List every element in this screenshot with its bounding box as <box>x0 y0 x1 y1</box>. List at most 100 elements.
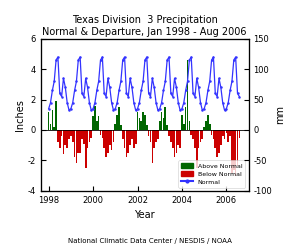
Bar <box>235 130 236 176</box>
Bar <box>224 130 225 139</box>
Bar <box>122 130 124 139</box>
Bar <box>202 130 203 139</box>
Bar <box>131 130 133 139</box>
Bar <box>83 130 85 144</box>
Bar <box>105 130 107 157</box>
Bar <box>85 130 86 168</box>
Bar <box>146 125 148 130</box>
Bar <box>213 130 214 139</box>
Bar <box>103 130 105 148</box>
Bar <box>144 115 146 130</box>
Bar <box>229 130 231 136</box>
Bar <box>183 124 184 130</box>
Bar <box>231 130 233 172</box>
Bar <box>222 130 224 136</box>
Bar <box>181 115 183 130</box>
Bar <box>238 130 240 138</box>
Bar <box>126 130 127 157</box>
Bar <box>174 130 176 157</box>
Bar <box>142 112 144 130</box>
Bar <box>76 130 77 163</box>
Bar <box>218 130 220 153</box>
Bar <box>124 130 125 148</box>
Text: National Climatic Data Center / NESDIS / NOAA: National Climatic Data Center / NESDIS /… <box>68 238 232 244</box>
Y-axis label: mm: mm <box>275 105 285 124</box>
Legend: Above Normal, Below Normal, Normal: Above Normal, Below Normal, Normal <box>178 160 245 188</box>
Bar <box>157 130 159 139</box>
Bar <box>72 130 74 142</box>
Bar <box>64 130 66 145</box>
Bar <box>207 115 209 130</box>
Bar <box>163 118 164 130</box>
Bar <box>177 130 179 145</box>
Bar <box>168 130 170 136</box>
Bar <box>188 121 190 130</box>
Bar <box>101 130 103 138</box>
Bar <box>61 130 62 136</box>
Bar <box>220 130 222 145</box>
Bar <box>185 107 187 130</box>
Bar <box>115 124 116 130</box>
Bar <box>53 127 55 130</box>
Bar <box>137 112 138 130</box>
Y-axis label: Inches: Inches <box>15 99 25 131</box>
Title: Texas Division  3 Precipitation
Normal & Departure, Jan 1998 - Aug 2006: Texas Division 3 Precipitation Normal & … <box>43 15 247 37</box>
Bar <box>55 101 57 130</box>
Bar <box>81 130 83 139</box>
Bar <box>92 116 94 130</box>
Bar <box>57 130 59 142</box>
Bar <box>87 130 88 148</box>
Bar <box>118 107 120 130</box>
Bar <box>179 130 181 148</box>
Bar <box>111 130 112 150</box>
X-axis label: Year: Year <box>134 210 155 220</box>
Bar <box>211 130 212 135</box>
Bar <box>148 130 149 136</box>
Bar <box>214 130 216 148</box>
Bar <box>216 130 218 157</box>
Bar <box>170 130 172 142</box>
Bar <box>98 116 100 130</box>
Bar <box>190 130 192 135</box>
Bar <box>161 112 162 130</box>
Bar <box>116 115 118 130</box>
Bar <box>205 121 207 130</box>
Bar <box>194 130 196 148</box>
Bar <box>172 130 173 148</box>
Bar <box>187 60 188 130</box>
Bar <box>50 124 51 130</box>
Bar <box>196 130 198 168</box>
Bar <box>63 130 64 154</box>
Bar <box>90 130 92 138</box>
Bar <box>94 106 96 130</box>
Bar <box>226 130 227 133</box>
Bar <box>233 130 235 170</box>
Bar <box>129 130 131 145</box>
Bar <box>192 130 194 139</box>
Bar <box>150 130 151 142</box>
Bar <box>159 121 160 130</box>
Bar <box>120 125 122 130</box>
Bar <box>139 118 140 130</box>
Bar <box>70 130 72 136</box>
Bar <box>100 130 101 135</box>
Bar <box>209 124 211 130</box>
Bar <box>48 112 50 130</box>
Bar <box>203 127 205 130</box>
Bar <box>109 130 111 145</box>
Bar <box>88 130 90 142</box>
Bar <box>112 130 114 142</box>
Bar <box>68 130 70 139</box>
Bar <box>164 107 166 130</box>
Bar <box>128 130 129 153</box>
Bar <box>133 130 135 148</box>
Bar <box>77 130 79 153</box>
Bar <box>79 130 81 153</box>
Bar <box>227 130 229 142</box>
Bar <box>74 130 75 157</box>
Bar <box>155 130 157 142</box>
Bar <box>198 130 200 148</box>
Bar <box>237 130 238 166</box>
Bar <box>59 130 61 148</box>
Bar <box>52 110 53 130</box>
